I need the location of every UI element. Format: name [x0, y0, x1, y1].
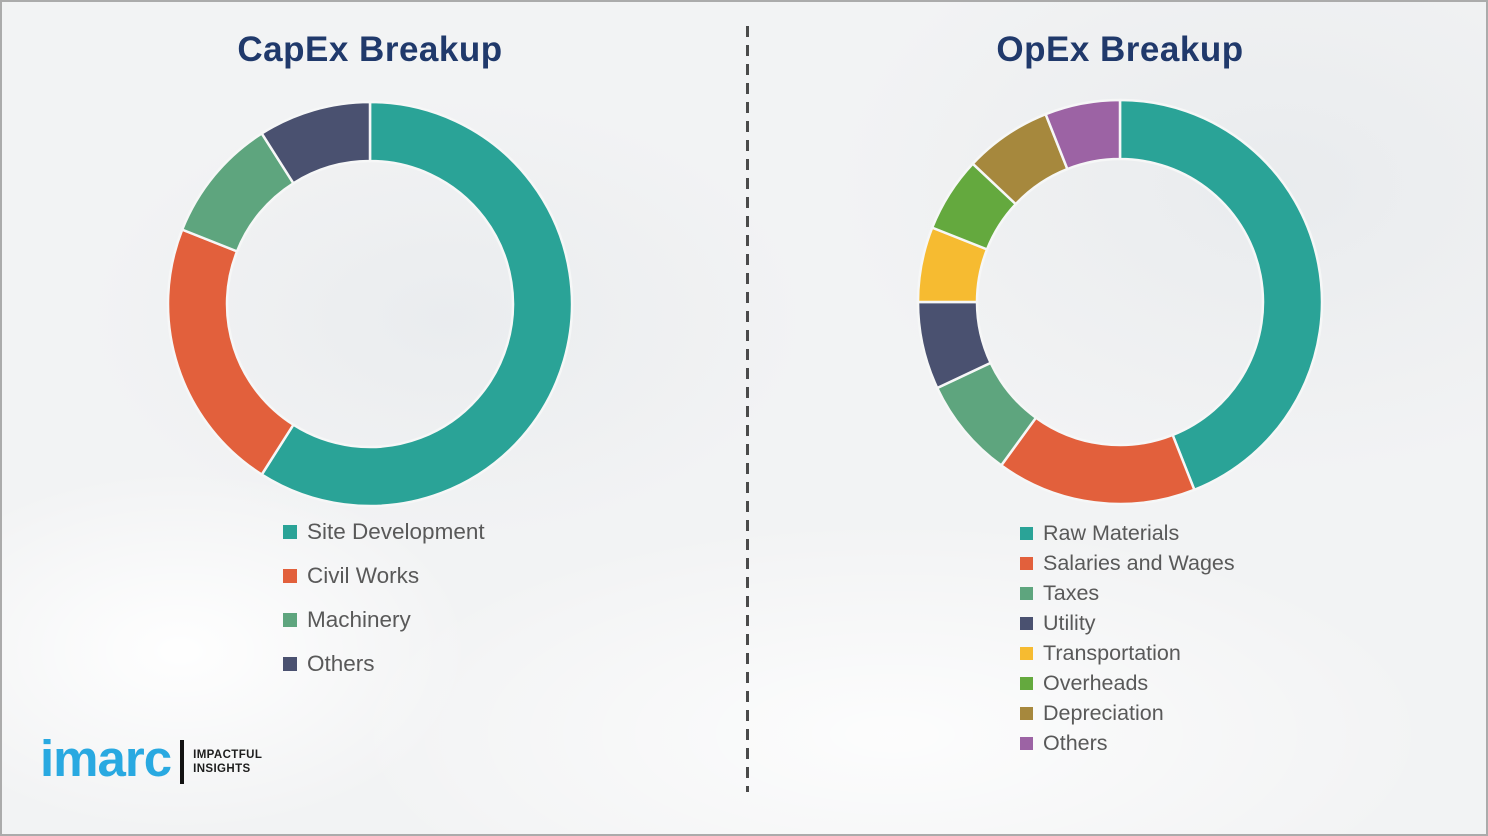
legend-label: Others	[307, 651, 375, 676]
legend-marker-icon	[1020, 586, 1033, 600]
logo-divider-bar	[180, 740, 185, 784]
vertical-dashed-divider	[746, 26, 749, 792]
legend-label: Depreciation	[1043, 700, 1164, 725]
opex-chart-title: OpEx Breakup	[996, 30, 1244, 69]
opex-legend-item-raw-materials: Raw Materials	[1020, 518, 1235, 548]
legend-marker-icon	[1020, 646, 1033, 660]
opex-legend-item-transportation: Transportation	[1020, 638, 1235, 668]
opex-segment-salaries-and-wages	[1000, 416, 1196, 506]
opex-legend-item-salaries-and-wages: Salaries and Wages	[1020, 548, 1235, 578]
legend-marker-icon	[1020, 736, 1033, 750]
capex-legend-item-others: Others	[283, 642, 485, 686]
tagline-line1: IMPACTFUL	[193, 748, 263, 761]
opex-legend-item-taxes: Taxes	[1020, 578, 1235, 608]
legend-label: Raw Materials	[1043, 520, 1180, 545]
opex-donut-chart	[916, 98, 1324, 506]
legend-marker-icon	[1020, 706, 1033, 720]
legend-label: Salaries and Wages	[1043, 550, 1235, 575]
opex-segment-raw-materials	[1118, 98, 1324, 492]
opex-legend: Raw Materials Salaries and Wages Taxes Util…	[1020, 518, 1235, 758]
capex-legend-item-civil-works: Civil Works	[283, 554, 485, 598]
legend-label: Site Development	[307, 519, 485, 544]
imarc-logo-wordmark: imarc	[40, 730, 172, 788]
opex-segment-others	[1044, 98, 1122, 171]
legend-label: Overheads	[1043, 670, 1149, 695]
capex-chart-title: CapEx Breakup	[237, 30, 503, 69]
legend-marker-icon	[283, 569, 297, 583]
legend-label: Civil Works	[307, 563, 420, 588]
capex-legend-item-site-development: Site Development	[283, 510, 485, 554]
legend-marker-icon	[283, 525, 297, 539]
tagline-line2: INSIGHTS	[193, 763, 251, 775]
legend-label: Utility	[1043, 610, 1096, 635]
opex-legend-item-utility: Utility	[1020, 608, 1235, 638]
opex-legend-item-depreciation: Depreciation	[1020, 698, 1235, 728]
opex-legend-item-others: Others	[1020, 728, 1235, 758]
imarc-logo: imarc IMPACTFUL INSIGHTS	[40, 730, 262, 788]
legend-marker-icon	[1020, 616, 1033, 630]
imarc-logo-tagline: IMPACTFUL INSIGHTS	[193, 748, 262, 777]
capex-segment-others	[260, 100, 372, 185]
legend-label: Machinery	[307, 607, 411, 632]
legend-label: Transportation	[1043, 640, 1181, 665]
legend-marker-icon	[283, 657, 297, 671]
legend-label: Taxes	[1043, 580, 1100, 605]
legend-label: Others	[1043, 730, 1108, 755]
capex-segment-site-development	[260, 100, 574, 508]
legend-marker-icon	[1020, 526, 1033, 540]
capex-legend-item-machinery: Machinery	[283, 598, 485, 642]
legend-marker-icon	[1020, 556, 1033, 570]
legend-marker-icon	[1020, 676, 1033, 690]
capex-segment-civil-works	[166, 228, 295, 476]
capex-donut-chart	[166, 100, 574, 508]
legend-marker-icon	[283, 613, 297, 627]
capex-legend: Site Development Civil Works Machinery Othe…	[283, 510, 485, 686]
opex-legend-item-overheads: Overheads	[1020, 668, 1235, 698]
